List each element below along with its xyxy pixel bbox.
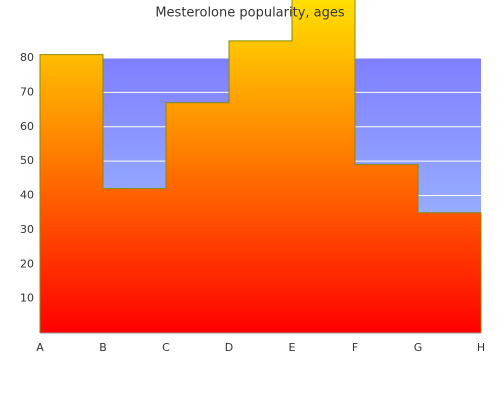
step-area: [40, 54, 103, 333]
step-area: [103, 188, 166, 333]
x-tick-label: C: [162, 341, 170, 354]
y-tick-label: 60: [20, 120, 34, 133]
step-area: [292, 0, 355, 333]
y-tick-label: 30: [20, 223, 34, 236]
y-tick-label: 50: [20, 154, 34, 167]
x-tick-label: B: [99, 341, 107, 354]
x-tick-label: G: [414, 341, 423, 354]
x-tick-label: D: [225, 341, 233, 354]
step-area: [166, 102, 229, 333]
y-tick-label: 70: [20, 85, 34, 98]
chart-title: Mesterolone popularity, ages: [155, 6, 345, 21]
x-tick-label: A: [36, 341, 44, 354]
step-line: [39, 0, 482, 333]
y-tick-label: 40: [20, 189, 34, 202]
y-tick-label: 20: [20, 257, 34, 270]
step-area: [418, 212, 481, 333]
y-tick-label: 80: [20, 51, 34, 64]
x-tick-label: H: [477, 341, 485, 354]
x-tick-label: F: [352, 341, 358, 354]
step-area: [355, 164, 418, 333]
x-tick-label: E: [289, 341, 296, 354]
step-area: [229, 40, 292, 333]
y-tick-label: 10: [20, 292, 34, 305]
